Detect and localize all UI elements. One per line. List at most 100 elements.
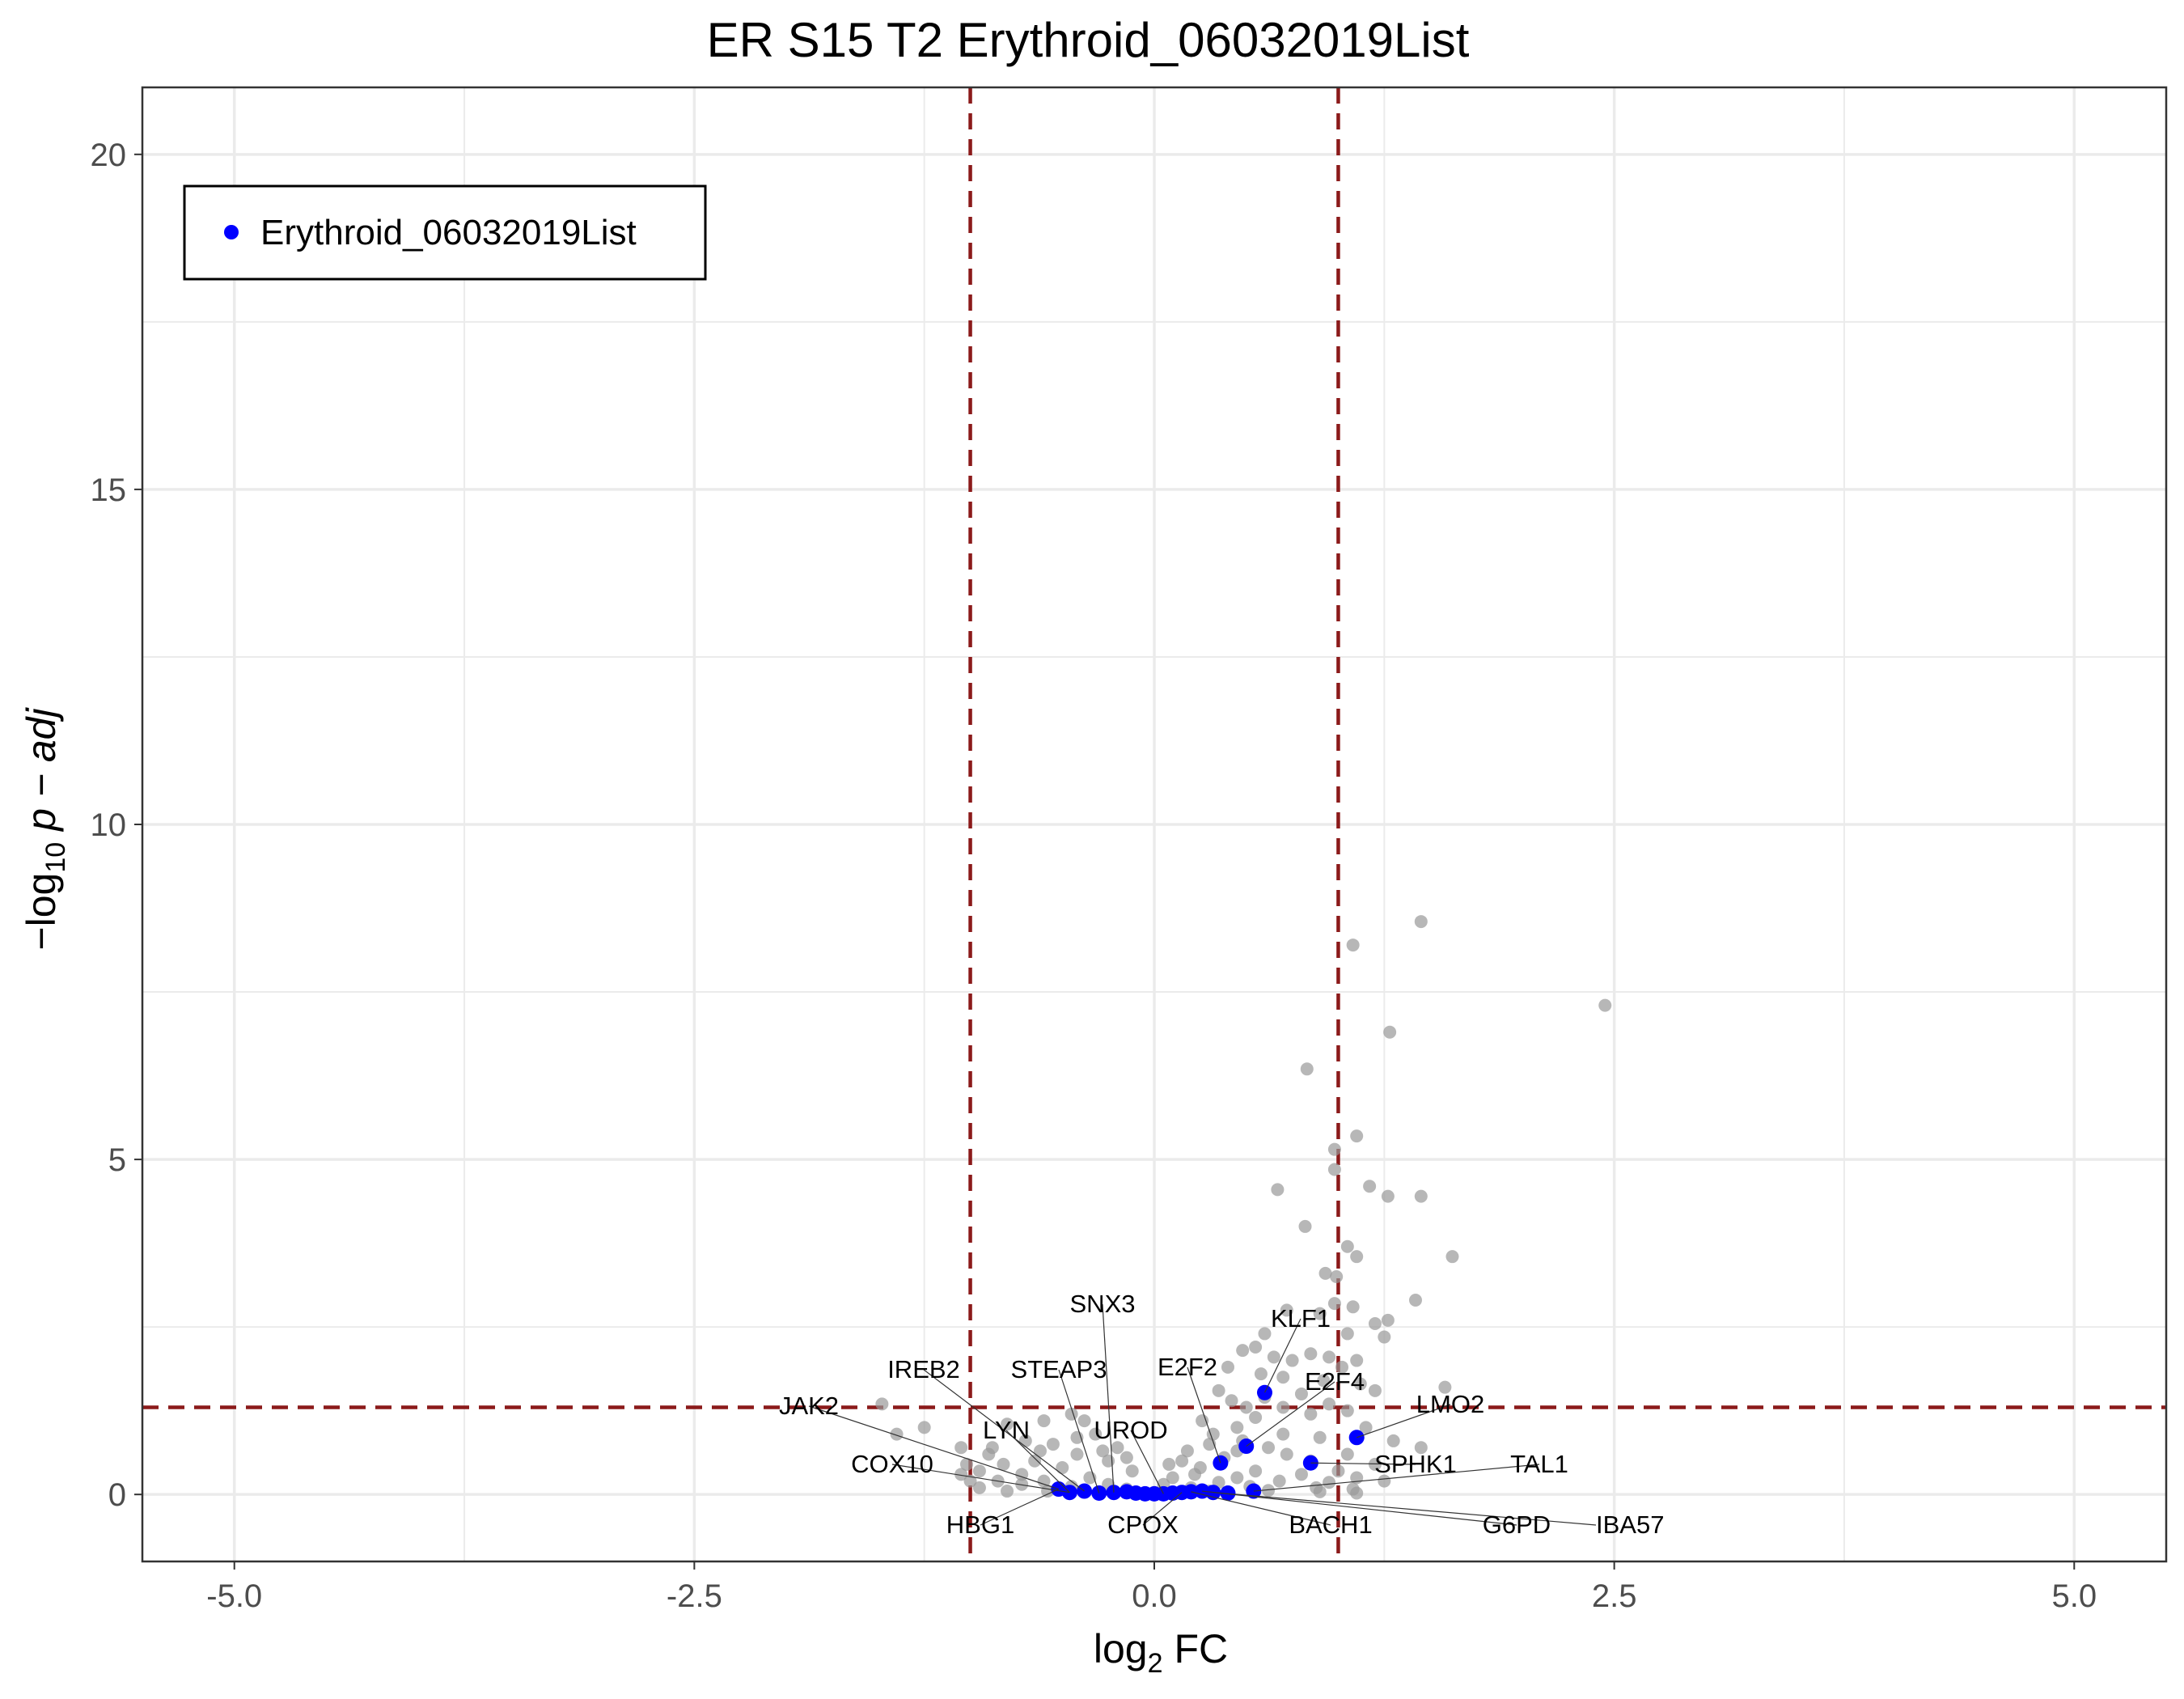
background-point	[1276, 1400, 1290, 1414]
background-point	[1381, 1313, 1395, 1327]
threshold-lines	[142, 87, 2166, 1561]
gene-label: E2F4	[1305, 1367, 1365, 1396]
gene-label: IREB2	[887, 1355, 960, 1383]
background-point	[1318, 1266, 1332, 1280]
background-point	[1294, 1387, 1308, 1400]
y-axis-title-prefix: −log	[19, 873, 64, 951]
axis-ticks: -5.0 -2.5 0.0 2.5 5.0 0 5 10 15 20	[91, 138, 2097, 1614]
background-point	[972, 1481, 986, 1494]
background-point	[1249, 1464, 1263, 1478]
background-point	[1070, 1447, 1084, 1461]
background-point	[1300, 1062, 1314, 1076]
background-point	[1340, 1327, 1354, 1341]
gene-label: LMO2	[1416, 1390, 1484, 1418]
legend-marker	[224, 225, 239, 239]
gene-label: SPHK1	[1374, 1450, 1457, 1478]
gene-label-connector	[923, 1369, 1085, 1492]
gene-label: LYN	[983, 1416, 1030, 1444]
background-point	[1378, 1330, 1391, 1344]
background-point	[997, 1457, 1010, 1471]
background-point	[1331, 1464, 1345, 1478]
background-point	[1386, 1434, 1400, 1447]
background-point	[1383, 1025, 1397, 1039]
background-point	[1239, 1400, 1253, 1414]
y-tick-label: 20	[91, 138, 127, 173]
background-point	[1041, 1485, 1055, 1498]
background-point	[1212, 1383, 1225, 1397]
background-point	[1089, 1427, 1103, 1441]
background-point	[1033, 1444, 1047, 1458]
background-point	[954, 1468, 968, 1481]
x-axis-title-prefix: log	[1094, 1626, 1148, 1671]
background-point	[1304, 1407, 1318, 1421]
background-point	[1262, 1441, 1276, 1455]
legend-box	[183, 184, 707, 281]
gene-label: STEAP3	[1011, 1355, 1107, 1383]
y-tick-label: 10	[91, 807, 127, 843]
background-point	[1254, 1367, 1268, 1381]
background-point	[1346, 938, 1360, 952]
background-point	[1001, 1485, 1014, 1498]
gene-label-connector	[808, 1405, 1059, 1490]
gene-label-connector	[1310, 1462, 1416, 1465]
background-point	[1120, 1451, 1133, 1464]
y-tick-label: 5	[108, 1142, 126, 1178]
background-point	[1272, 1474, 1286, 1488]
gene-label: SNX3	[1070, 1290, 1136, 1318]
x-axis-title-suffix: FC	[1163, 1626, 1229, 1671]
background-point	[1258, 1327, 1272, 1341]
background-point	[1236, 1344, 1250, 1358]
background-point	[1037, 1414, 1051, 1428]
background-point	[1350, 1354, 1364, 1367]
background-point	[1323, 1476, 1336, 1489]
background-point	[1414, 1189, 1428, 1203]
background-point	[1221, 1360, 1234, 1374]
background-point	[1267, 1350, 1280, 1364]
x-tick-label: 5.0	[2051, 1578, 2097, 1614]
background-point	[1077, 1414, 1091, 1428]
background-point	[1249, 1410, 1263, 1424]
data-points	[875, 915, 1612, 1502]
background-point	[972, 1464, 986, 1478]
background-point	[1285, 1354, 1299, 1367]
x-axis-title-subscript: 2	[1148, 1648, 1163, 1679]
x-tick-label: 2.5	[1592, 1578, 1637, 1614]
background-point	[1350, 1486, 1364, 1500]
background-point	[1111, 1441, 1124, 1455]
background-point	[1340, 1239, 1354, 1253]
background-point	[1445, 1250, 1459, 1264]
gene-label: IBA57	[1596, 1510, 1664, 1539]
background-point	[1294, 1468, 1308, 1481]
background-point	[1323, 1397, 1336, 1411]
gene-label-connector	[1130, 1430, 1164, 1494]
y-axis-title: −log10 p − adj	[19, 707, 71, 951]
gene-label-connector	[1213, 1492, 1597, 1526]
chart-title: ER S15 T2 Erythroid_06032019List	[707, 13, 1470, 67]
background-point	[1327, 1163, 1341, 1176]
background-point	[1028, 1454, 1042, 1468]
legend: Erythroid_06032019List	[183, 184, 707, 281]
background-point	[959, 1457, 973, 1471]
background-point	[1313, 1430, 1327, 1444]
background-point	[1175, 1454, 1189, 1468]
y-axis-title-suffix: p − adj	[19, 707, 64, 842]
background-point	[1346, 1300, 1360, 1314]
background-point	[954, 1441, 968, 1455]
background-point	[1298, 1219, 1312, 1233]
gene-labels: KLF1 E2F4 E2F2 LMO2 SPHK1 TAL1 IBA57 G6PD BACH1 C…	[779, 1290, 1665, 1539]
background-point	[1438, 1380, 1452, 1394]
gene-label: UROD	[1094, 1416, 1167, 1444]
y-tick-label: 0	[108, 1477, 126, 1513]
background-point	[1196, 1414, 1209, 1428]
background-point	[1230, 1421, 1244, 1434]
gene-label-connector	[1246, 1381, 1335, 1447]
background-point	[1363, 1180, 1377, 1193]
background-point	[1180, 1444, 1194, 1458]
background-point	[1378, 1474, 1391, 1488]
gene-label-connector	[1202, 1490, 1517, 1526]
background-point	[1280, 1447, 1293, 1461]
gene-label-connector	[891, 1464, 1070, 1494]
gene-label-connector	[1142, 1492, 1183, 1526]
background-point	[890, 1427, 904, 1441]
